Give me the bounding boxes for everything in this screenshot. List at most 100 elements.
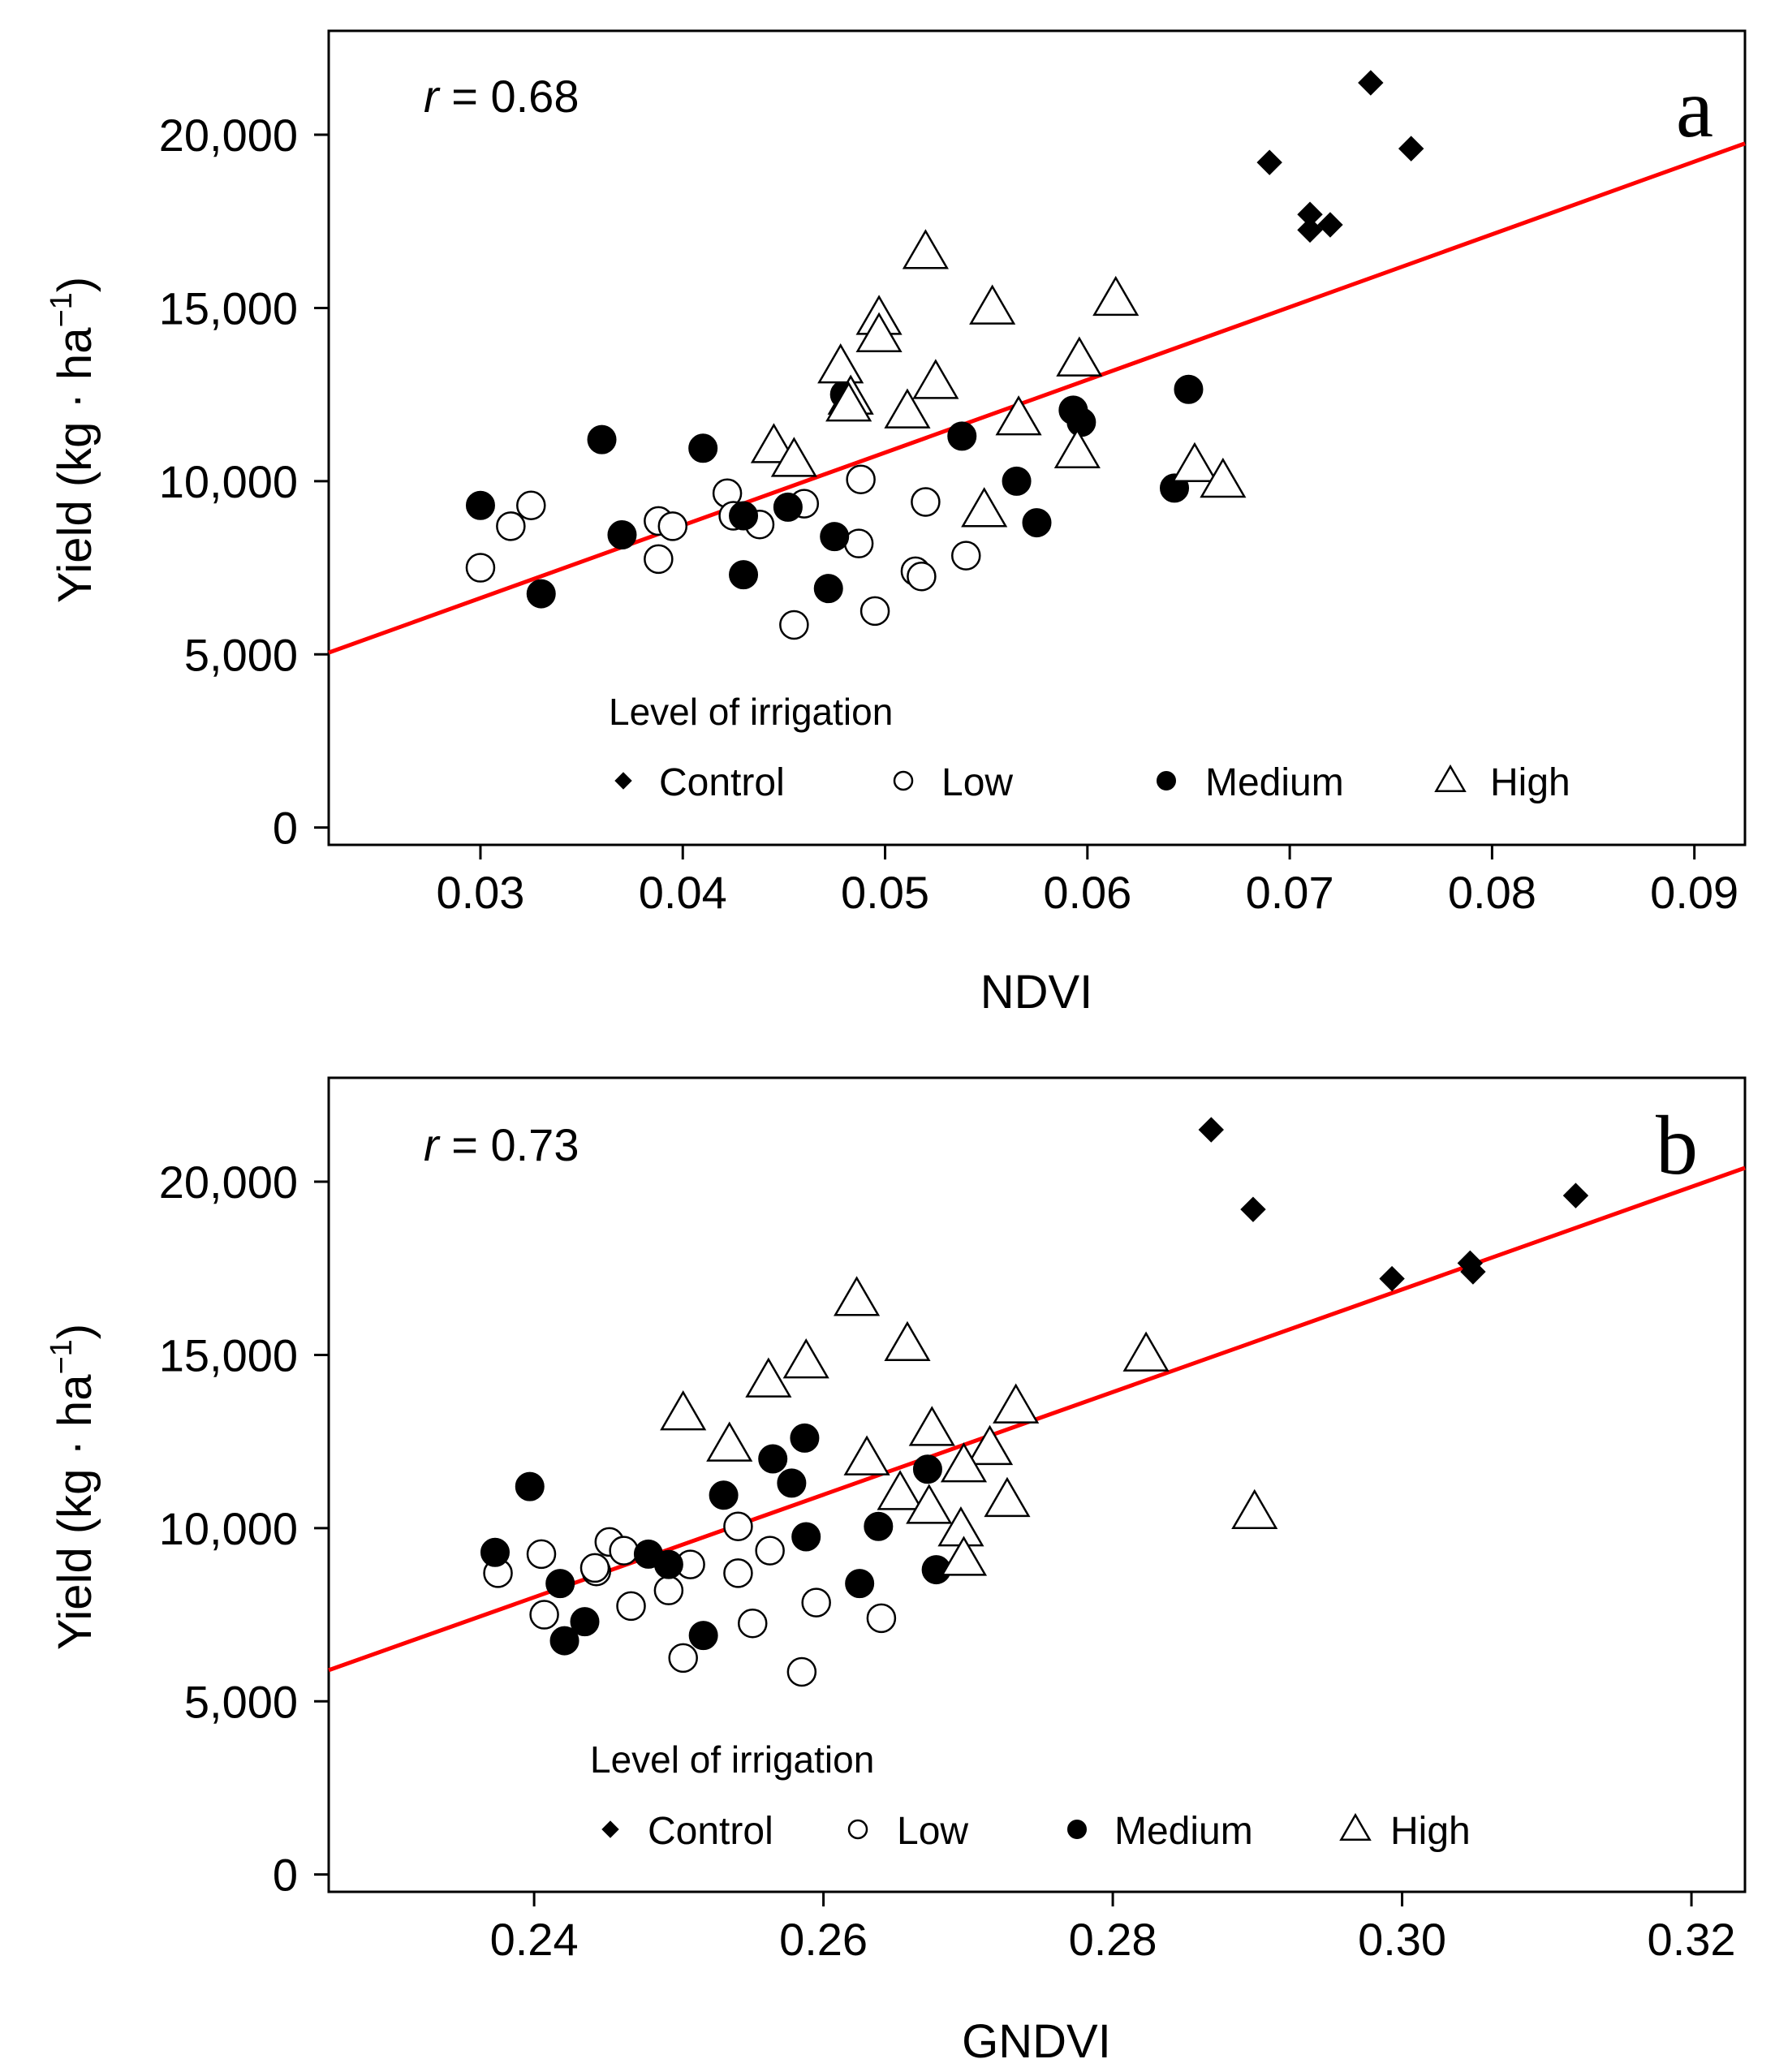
panel-b-point-high [843,1435,890,1475]
panel-a-point-medium [1174,374,1204,404]
panel-b-point-high [940,1442,988,1483]
panel-b-point-medium [791,1522,821,1552]
panel-a-point-medium [587,424,617,454]
panel-b-point-high [877,1470,924,1510]
panel-b-point-high [706,1421,753,1462]
panel-b-point-high [940,1536,988,1576]
panel-b-point-low [786,1656,817,1687]
panel-a-point-low [907,561,937,592]
panel-a-legend-title: Level of irrigation [609,691,893,733]
panel-b-point-low [616,1591,646,1622]
panel-b-y-axis-label-close: ) [49,1324,101,1339]
panel-a-legend-label-medium: Medium [1205,761,1344,804]
panel-a-legend-marker-low [893,770,914,791]
panel-b-legend-marker-control [601,1820,619,1838]
panel-a-point-low [846,464,876,494]
panel-b-point-low [653,1575,684,1605]
panel-a-point-high [1171,442,1218,483]
panel-a-plot-frame [327,29,1747,846]
panel-b-point-control [1379,1265,1405,1292]
panel-a-point-high [902,229,949,269]
panel-b: 0.24 0.26 0.28 0.30 0.32 0 5,000 10,000 15,000 20… [45,1076,1747,2068]
panel-a-point-medium [813,574,843,604]
panel-a-point-medium [688,433,718,463]
panel-a-point-low [516,490,546,520]
panel-b-point-low [668,1643,698,1674]
panel-b-point-low [723,1511,753,1541]
panel-a-point-low [644,544,674,575]
panel-b-y-tick-label: 20,000 [159,1157,298,1208]
panel-a-y-tick-label: 0 [273,803,298,854]
panel-b-point-medium [515,1471,545,1501]
panel-b-legend-label-high: High [1390,1810,1471,1853]
panel-a-point-control [1256,149,1282,175]
panel-b-point-high [782,1338,829,1379]
panel-a-point-high [825,381,872,422]
panel-a-regression-line [328,141,1746,655]
panel-a-x-tick-label: 0.07 [1246,867,1334,918]
panel-b-point-high [660,1390,707,1431]
panel-b-point-low [529,1600,559,1630]
panel-b-regression [328,1165,1746,1673]
panel-b-legend-label-medium: Medium [1114,1810,1253,1853]
panel-a: 0.03 0.04 0.05 0.06 0.07 0.08 0.09 0 5,000 10,000… [45,29,1747,1019]
panel-b-plot-frame [327,1076,1747,1893]
panel-b-point-high [984,1476,1031,1518]
panel-b-legend-label-low: Low [897,1810,968,1853]
panel-a-y-axis-label-sup: −1 [45,292,79,327]
panel-b-x-tick-label: 0.28 [1069,1914,1157,1965]
panel-a-y-axis-label-close: ) [49,277,101,292]
panel-a-y-tick-label: 10,000 [159,456,298,507]
panel-a-point-medium [947,421,977,451]
panel-b-legend-marker-high [1339,1812,1372,1842]
panel-a-point-high [1056,336,1103,377]
panel-b-point-low [526,1539,557,1570]
panel-a-ticks: 0.03 0.04 0.05 0.06 0.07 0.08 0.09 0 5,000 10,000… [159,110,1738,918]
panel-a-point-medium [1002,466,1032,496]
panel-a-point-high [1092,275,1140,317]
panel-b-point-control [1198,1117,1224,1143]
panel-a-point-low [859,596,890,627]
panel-b-point-high [884,1320,931,1362]
panel-b-point-high [1231,1488,1278,1530]
panel-a-x-tick-label: 0.04 [639,867,727,918]
panel-b-legend: Level of irrigation Control Low Medium High [590,1738,1471,1853]
panel-a-point-control [1317,212,1343,238]
panel-a-legend: Level of irrigation Control Low Medium High [609,691,1570,804]
panel-b-point-medium [790,1423,820,1453]
panel-a-point-high [750,423,797,463]
panel-b-point-medium [912,1454,942,1484]
panel-b-point-low [866,1603,897,1634]
panel-a-point-medium [1022,508,1052,538]
panel-a-y-tick-label: 15,000 [159,282,298,334]
panel-a-legend-label-control: Control [659,761,785,804]
panel-a-point-medium [729,560,759,590]
panel-b-point-medium [570,1607,600,1637]
panel-b-point-high [1122,1331,1170,1372]
panel-b-x-tick-label: 0.24 [490,1914,579,1965]
panel-b-r-symbol: r [424,1119,441,1170]
panel-a-x-tick-label: 0.03 [436,867,524,918]
panel-b-point-medium [777,1468,807,1498]
panel-a-marks [465,70,1424,640]
panel-b-point-high [834,1276,881,1316]
panel-b-point-low [738,1608,768,1639]
panel-a-point-high [961,487,1008,528]
panel-b-regression-line [328,1165,1746,1673]
panel-b-point-low [579,1553,610,1583]
panel-a-point-medium [729,501,759,531]
panel-b-point-medium [758,1444,788,1474]
panel-a-point-low [843,528,874,558]
panel-a-point-medium [773,492,803,522]
panel-b-y-axis-label: Yield (kg · ha−1) [45,1324,101,1650]
panel-b-marks [480,1117,1589,1687]
panel-b-legend-label-control: Control [648,1810,773,1853]
panel-b-point-medium [709,1480,739,1510]
panel-b-point-high [745,1357,792,1398]
panel-a-point-low [657,511,688,541]
panel-b-point-low [609,1536,639,1566]
panel-a-legend-marker-medium [1157,771,1176,790]
panel-b-r-annotation: r = 0.73 [424,1119,579,1170]
panel-a-point-low [951,541,981,571]
panel-b-r-value: = 0.73 [439,1119,579,1170]
